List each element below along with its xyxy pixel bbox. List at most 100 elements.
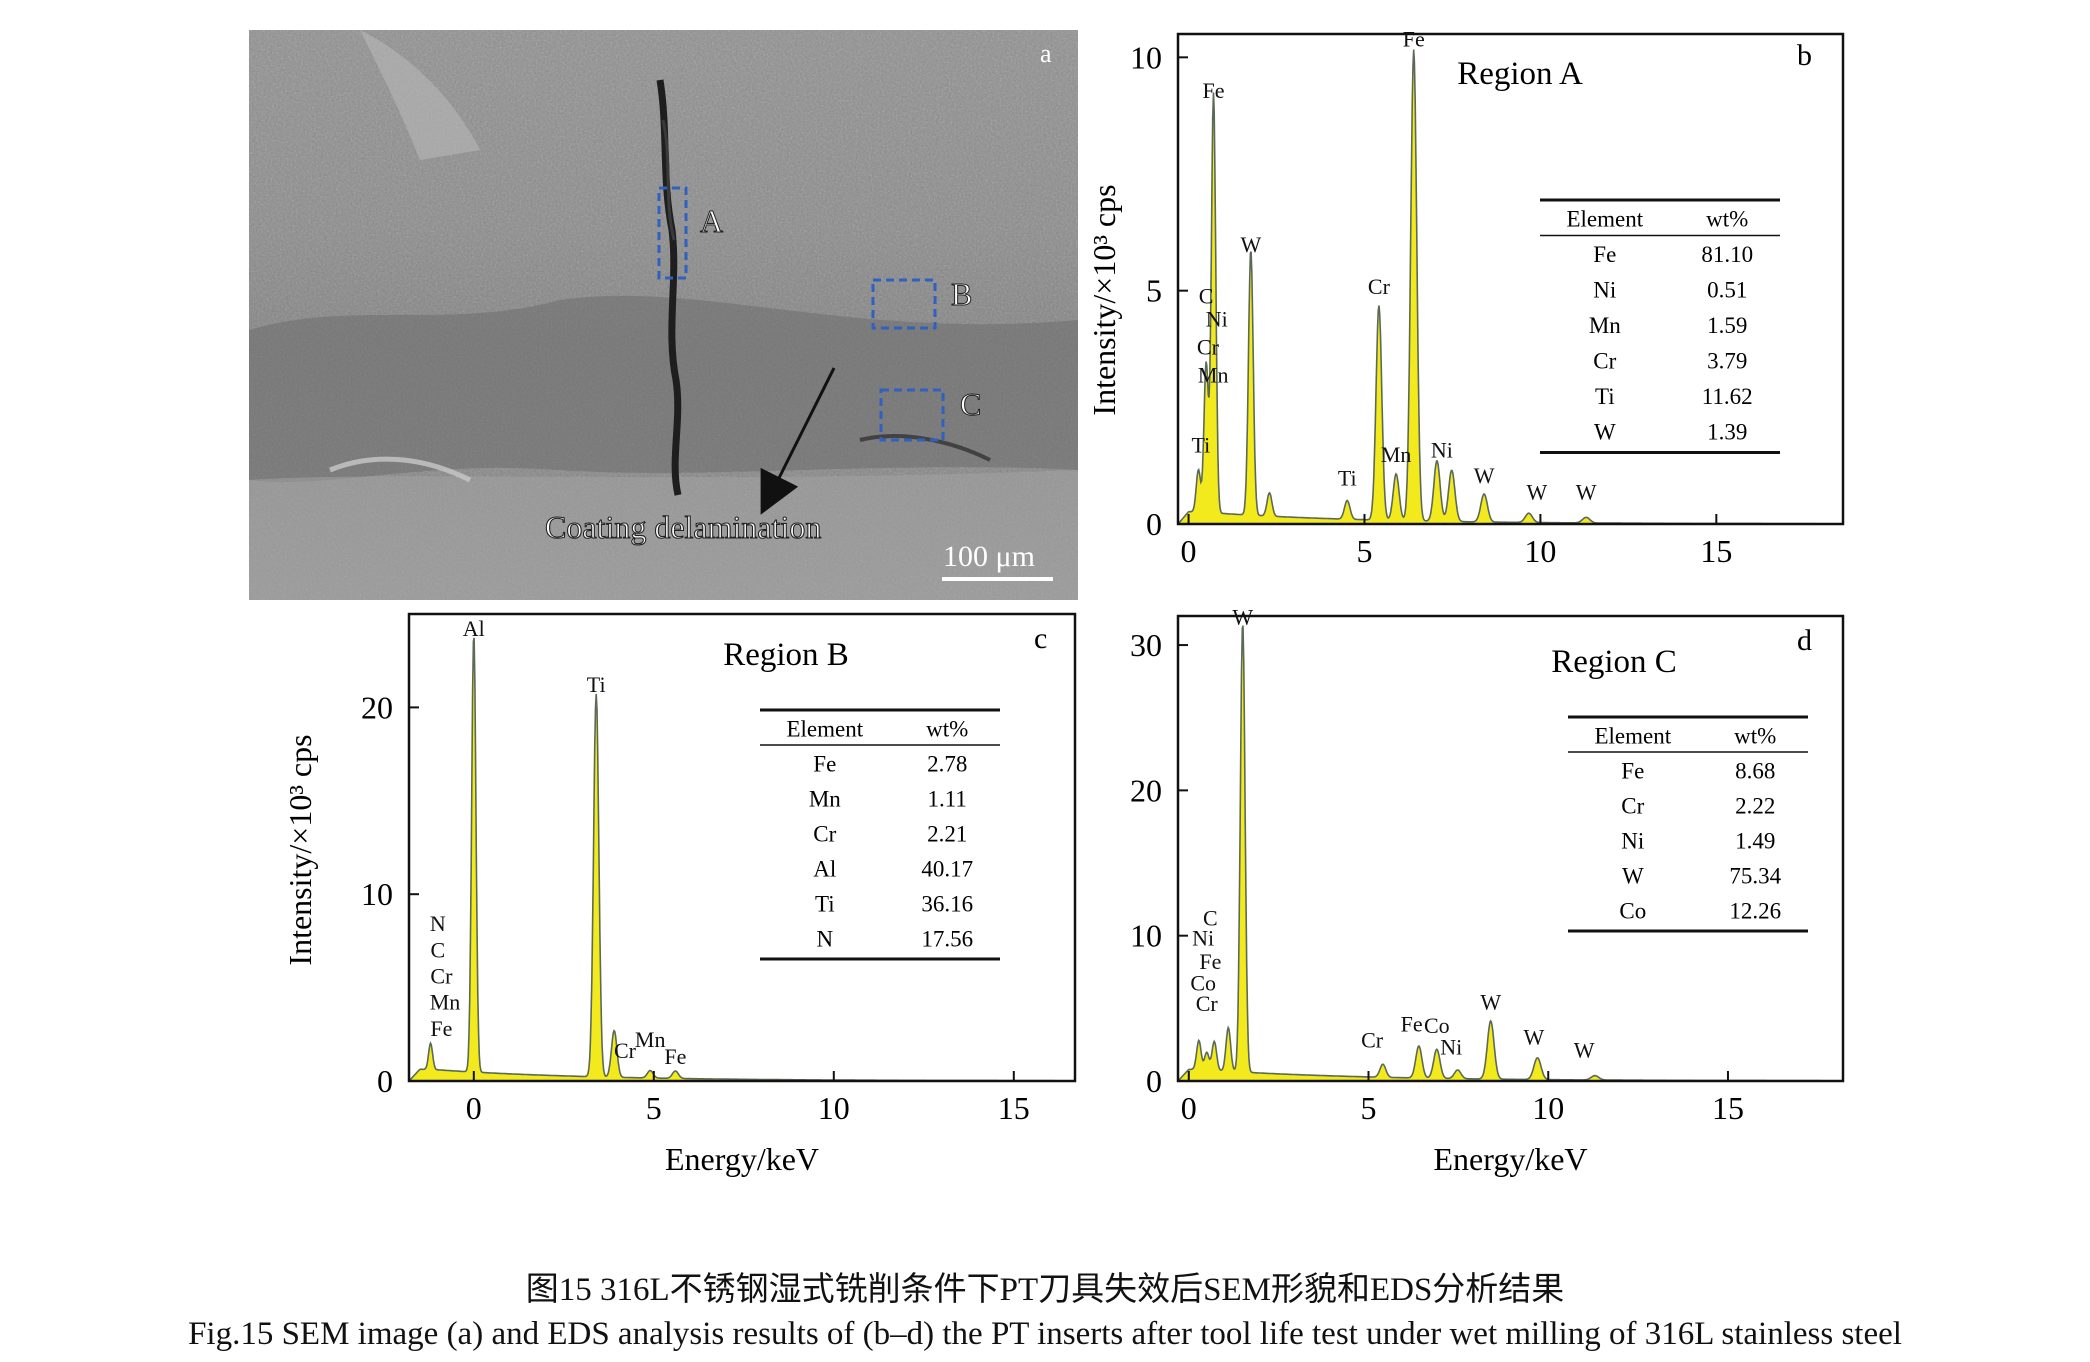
y-tick-label: 0 [1146, 1063, 1162, 1099]
table-cell-wt: 8.68 [1735, 758, 1775, 783]
peak-label: Cr [430, 963, 453, 988]
table-cell-element: Mn [1589, 313, 1621, 338]
table-cell-wt: 1.49 [1735, 828, 1775, 853]
y-tick-label: 30 [1130, 627, 1162, 663]
table-cell-element: Ti [1595, 384, 1615, 409]
peak-label: Ti [1191, 433, 1210, 458]
table-header: wt% [1734, 723, 1776, 748]
spectrum-line [408, 637, 1075, 1082]
chart-title: Region A [1457, 56, 1583, 92]
table-cell-wt: 1.11 [927, 786, 966, 811]
peak-label: W [1576, 479, 1597, 504]
y-axis-label: Intensity/×10³ cps [1086, 184, 1122, 415]
figure-caption-chinese: 图15 316L不锈钢湿式铣削条件下PT刀具失效后SEM形貌和EDS分析结果 [525, 1272, 1565, 1308]
peak-label: Fe [1403, 27, 1425, 52]
y-tick-label: 10 [1130, 918, 1162, 954]
spectrum-fill [409, 637, 1075, 1081]
x-ticks: 0 5 10 15 [1181, 1071, 1744, 1126]
peak-label: Ni [1440, 1035, 1462, 1060]
peak-label: Al [463, 616, 485, 641]
table-cell-element: N [816, 926, 833, 951]
spectrum-line [1177, 625, 1843, 1082]
table-cell-wt: 2.22 [1735, 793, 1775, 818]
composition-table: Element wt% Fe 81.10 Ni 0.51 Mn 1.59 Cr 3.79 Ti 11.… [1540, 198, 1780, 454]
panel-letter: b [1797, 39, 1812, 72]
x-tick-label: 5 [646, 1090, 662, 1126]
peak-label: Mn [1198, 363, 1229, 388]
sem-crack-branch [661, 119, 676, 241]
peak-label: Fe [1199, 949, 1221, 974]
sem-crack [656, 79, 682, 496]
panel-letter: c [1034, 622, 1047, 655]
table-cell-wt: 1.39 [1707, 420, 1747, 445]
table-cell-wt: 2.78 [927, 751, 967, 776]
table-cell-element: Ni [1621, 828, 1644, 853]
peak-label: W [1480, 990, 1501, 1015]
x-tick-label: 10 [1524, 533, 1556, 569]
table-cell-wt: 40.17 [921, 856, 973, 881]
table-cell-element: Cr [813, 821, 836, 846]
table-cell-wt: 36.16 [921, 891, 973, 916]
composition-table: Element wt% Fe 8.68 Cr 2.22 Ni 1.49 W 75.34 Co 12.2… [1568, 715, 1808, 933]
y-tick-label: 20 [361, 689, 393, 725]
table-cell-element: W [1622, 863, 1644, 888]
table-cell-wt: 17.56 [921, 926, 973, 951]
peak-label: Fe [1401, 1011, 1423, 1036]
peak-label: W [1240, 232, 1261, 257]
y-tick-label: 20 [1130, 772, 1162, 808]
peak-label: Fe [1203, 78, 1225, 103]
table-header: wt% [926, 716, 968, 741]
table-cell-wt: 81.10 [1701, 242, 1753, 267]
peak-label: W [1527, 479, 1548, 504]
table-cell-wt: 3.79 [1707, 349, 1747, 374]
sem-image-panel [249, 30, 1078, 600]
y-tick-label: 10 [1130, 39, 1162, 75]
region-c-label: C [960, 386, 981, 422]
table-cell-wt: 2.21 [927, 821, 967, 846]
peak-label: Cr [1361, 1027, 1384, 1052]
x-tick-label: 5 [1356, 533, 1372, 569]
peak-label: Fe [664, 1044, 686, 1069]
panel-letter: d [1797, 624, 1812, 657]
x-tick-label: 10 [818, 1090, 850, 1126]
peak-label: Ti [587, 672, 606, 697]
table-cell-wt: 75.34 [1729, 863, 1781, 888]
figure-caption-english: Fig.15 SEM image (a) and EDS analysis re… [188, 1316, 1902, 1352]
x-tick-label: 0 [466, 1090, 482, 1126]
plot-frame [1176, 32, 1845, 526]
peak-label: Ni [1431, 437, 1453, 462]
peak-label: W [1474, 463, 1495, 488]
table-cell-element: Fe [813, 751, 836, 776]
peak-label: Mn [1381, 442, 1412, 467]
table-header: wt% [1706, 207, 1748, 232]
peak-label: W [1523, 1024, 1544, 1049]
y-tick-label: 0 [1146, 506, 1162, 542]
table-header: Element [1594, 723, 1671, 748]
x-axis-label: Energy/keV [665, 1141, 819, 1177]
table-cell-element: Cr [1593, 349, 1616, 374]
sem-ridge [329, 456, 472, 483]
x-ticks: 0 5 10 15 [1181, 514, 1732, 569]
x-tick-label: 0 [1181, 1090, 1197, 1126]
peak-label: W [1574, 1038, 1595, 1063]
region-a-box [657, 186, 688, 280]
plot-frame [407, 612, 1077, 1083]
table-header: Element [1566, 207, 1643, 232]
table-cell-element: Al [813, 856, 836, 881]
table-cell-element: Ti [815, 891, 835, 916]
x-tick-label: 15 [1700, 533, 1732, 569]
peak-label: Co [1190, 971, 1216, 996]
panel-a-letter: a [1040, 39, 1052, 68]
peak-label: W [1232, 605, 1253, 630]
peak-label: Cr [1196, 991, 1219, 1016]
x-axis-label: Energy/keV [1433, 1141, 1587, 1177]
y-ticks: 0 10 20 30 [1130, 627, 1188, 1099]
peak-label: Mn [430, 990, 461, 1015]
x-tick-label: 15 [998, 1090, 1030, 1126]
y-ticks: 0 10 20 [361, 689, 419, 1099]
y-tick-label: 5 [1146, 273, 1162, 309]
composition-table: Element wt% Fe 2.78 Mn 1.11 Cr 2.21 Al 40.17 Ti 36.… [760, 708, 1000, 961]
